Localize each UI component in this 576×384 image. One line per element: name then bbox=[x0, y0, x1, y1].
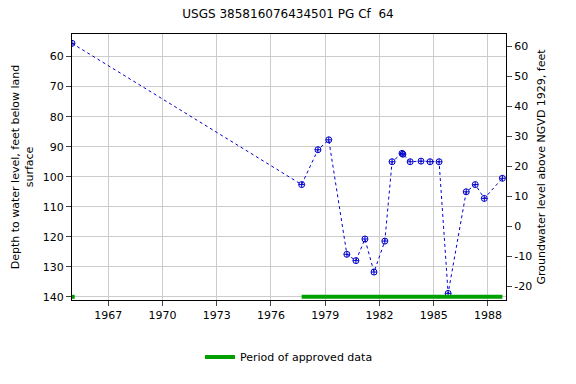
svg-text:1973: 1973 bbox=[203, 309, 231, 322]
svg-text:-10: -10 bbox=[514, 250, 532, 263]
svg-text:1970: 1970 bbox=[148, 309, 176, 322]
svg-text:20: 20 bbox=[514, 160, 528, 173]
svg-text:30: 30 bbox=[514, 130, 528, 143]
svg-text:60: 60 bbox=[514, 40, 528, 53]
svg-text:1967: 1967 bbox=[94, 309, 122, 322]
svg-text:90: 90 bbox=[50, 141, 64, 154]
svg-text:140: 140 bbox=[43, 291, 64, 304]
svg-text:70: 70 bbox=[50, 80, 64, 93]
svg-text:1982: 1982 bbox=[365, 309, 393, 322]
svg-text:-20: -20 bbox=[514, 280, 532, 293]
svg-text:Depth to water level, feet bel: Depth to water level, feet below landsur… bbox=[9, 65, 36, 270]
svg-text:130: 130 bbox=[43, 261, 64, 274]
svg-text:10: 10 bbox=[514, 190, 528, 203]
svg-text:1985: 1985 bbox=[420, 309, 448, 322]
svg-text:Period of approved data: Period of approved data bbox=[240, 351, 372, 364]
svg-text:110: 110 bbox=[43, 201, 64, 214]
svg-text:100: 100 bbox=[43, 171, 64, 184]
svg-text:Groundwater level above NGVD 1: Groundwater level above NGVD 1929, feet bbox=[535, 49, 548, 285]
svg-text:50: 50 bbox=[514, 70, 528, 83]
svg-text:120: 120 bbox=[43, 231, 64, 244]
svg-text:1976: 1976 bbox=[257, 309, 285, 322]
svg-text:1988: 1988 bbox=[474, 309, 502, 322]
svg-text:0: 0 bbox=[514, 220, 521, 233]
svg-text:60: 60 bbox=[50, 50, 64, 63]
svg-text:80: 80 bbox=[50, 111, 64, 124]
svg-text:USGS 385816076434501 PG Cf 64: USGS 385816076434501 PG Cf 64 bbox=[182, 7, 393, 21]
svg-text:40: 40 bbox=[514, 100, 528, 113]
svg-text:1979: 1979 bbox=[311, 309, 339, 322]
